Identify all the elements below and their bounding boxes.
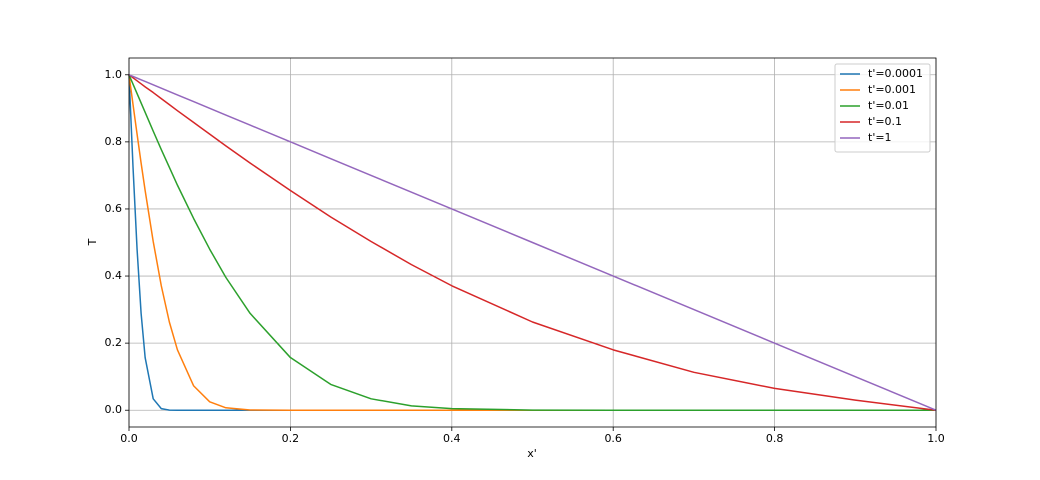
x-tick-label: 0.2 <box>282 432 300 445</box>
y-tick-label: 0.2 <box>105 336 123 349</box>
y-tick-label: 0.0 <box>105 403 123 416</box>
x-tick-label: 0.4 <box>443 432 461 445</box>
plot-lines <box>128 74 937 411</box>
y-tick-label: 0.4 <box>105 269 123 282</box>
y-tick-label: 1.0 <box>105 68 123 81</box>
series-line <box>128 74 937 411</box>
series-line <box>128 74 937 411</box>
legend-label: t'=1 <box>868 131 892 144</box>
legend-label: t'=0.001 <box>868 83 916 96</box>
y-tick-label: 0.8 <box>105 135 123 148</box>
y-tick-label: 0.6 <box>105 202 123 215</box>
legend-box <box>834 63 931 153</box>
x-tick-label: 0.6 <box>604 432 622 445</box>
ticks: 0.0 0.2 0.4 0.6 0.8 1.0 0.0 0.2 0.4 0.6 0.8 1.0 <box>105 68 945 445</box>
y-axis-label: T <box>86 238 99 246</box>
legend-label: t'=0.01 <box>868 99 909 112</box>
series-line <box>128 74 936 411</box>
x-tick-label: 1.0 <box>927 432 945 445</box>
legend-label: t'=0.1 <box>868 115 902 128</box>
x-axis-label: x' <box>527 447 537 460</box>
legend: t'=0.0001 t'=0.001 t'=0.01 t'=0.1 t'=1 <box>834 63 931 153</box>
x-tick-label: 0.8 <box>766 432 784 445</box>
axes-frame <box>128 57 937 428</box>
legend-label: t'=0.0001 <box>868 67 923 80</box>
x-tick-label: 0.0 <box>120 432 138 445</box>
